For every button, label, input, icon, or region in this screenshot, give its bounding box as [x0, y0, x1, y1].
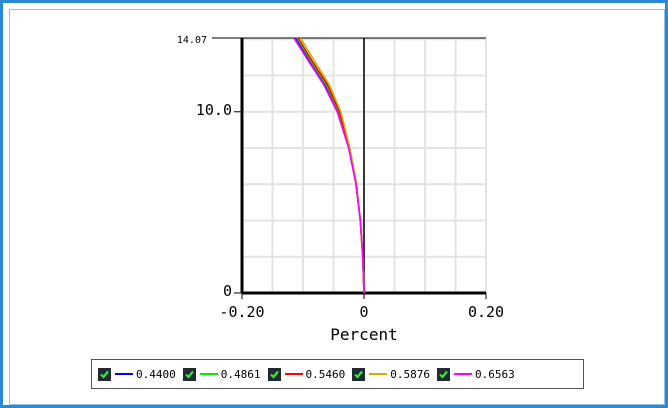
legend-item-0[interactable]: 0.4400 — [98, 367, 176, 381]
axes — [212, 37, 487, 299]
legend-label: 0.5876 — [390, 367, 430, 381]
legend-label: 0.4861 — [220, 367, 261, 381]
checkbox-checked-icon[interactable] — [182, 367, 196, 381]
checkbox-checked-icon[interactable] — [352, 367, 366, 381]
checkbox-checked-icon[interactable] — [267, 367, 281, 381]
series-lines — [293, 37, 365, 294]
legend-label: 0.5460 — [305, 367, 346, 381]
x-axis-title: Percent — [330, 325, 397, 344]
legend-swatch — [369, 373, 388, 375]
x-tick-label-center: 0 — [359, 303, 368, 321]
y-tick-label-top: 14.07 — [177, 35, 207, 46]
legend-swatch — [115, 373, 133, 375]
x-tick-label-right: 0.20 — [468, 303, 504, 321]
y-tick-label-mid: 10.0 — [196, 101, 232, 119]
legend-item-1[interactable]: 0.4861 — [182, 367, 261, 381]
series-line-0.6563 — [293, 37, 365, 294]
legend: 0.4400 0.4861 0.5460 0.5876 0.6563 — [91, 359, 584, 389]
legend-item-3[interactable]: 0.5876 — [352, 367, 430, 381]
y-tick-label-zero: 0 — [223, 282, 232, 300]
tick-labels: 14.07 10.0 0 -0.20 0 0.20 Percent — [177, 35, 504, 344]
legend-item-4[interactable]: 0.6563 — [437, 367, 515, 381]
checkbox-checked-icon[interactable] — [98, 367, 111, 381]
legend-item-2[interactable]: 0.5460 — [267, 367, 346, 381]
legend-swatch — [284, 373, 303, 375]
checkbox-checked-icon[interactable] — [437, 367, 450, 381]
legend-swatch — [454, 373, 472, 375]
chart-panel — [9, 9, 665, 405]
legend-label: 0.6563 — [475, 367, 515, 381]
legend-label: 0.4400 — [136, 367, 176, 381]
x-tick-label-left: -0.20 — [219, 303, 264, 321]
legend-swatch — [199, 373, 218, 375]
